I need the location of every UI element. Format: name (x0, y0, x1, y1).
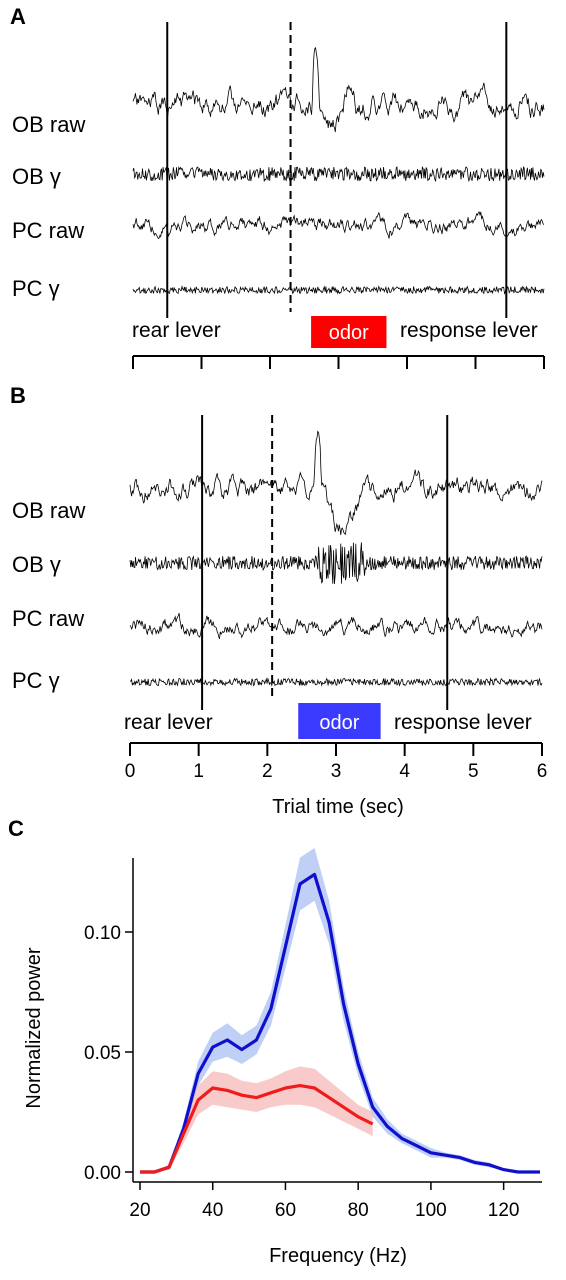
panel-b-odor-bar (298, 703, 381, 739)
panel-a: A OB raw OB γ PC raw PC γ rear lever odo… (10, 4, 545, 369)
panel-b-odor-label: odor (319, 712, 359, 734)
panel-c-x-tick-label: 60 (275, 1200, 296, 1221)
panel-a-ob-raw-label: OB raw (12, 112, 85, 137)
panel-b-pc-raw-label: PC raw (12, 606, 84, 631)
panel-a-odor-bar (311, 316, 387, 348)
panel-b-pc-raw-trace (129, 612, 543, 639)
panel-b-time-tick-label: 6 (537, 761, 548, 782)
panel-a-pc-gamma-label: PC γ (12, 276, 60, 301)
panel-c-x-tick-label: 20 (129, 1200, 150, 1221)
panel-c-x-tick-label: 40 (202, 1200, 223, 1221)
panel-b: B OB raw OB γ PC raw PC γ rear lever odo… (10, 383, 547, 818)
panel-b-rear-lever-label: rear lever (124, 711, 213, 734)
panel-b-time-axis: 0 1 2 3 4 5 6 (125, 742, 548, 782)
panel-a-letter: A (10, 4, 26, 29)
panel-c-y-tick-label: 0.00 (84, 1163, 121, 1184)
panel-a-pc-gamma-trace (132, 285, 545, 295)
panel-b-pc-gamma-trace (129, 677, 543, 687)
panel-b-ob-gamma-label: OB γ (12, 552, 61, 577)
panel-a-response-lever-label: response lever (400, 319, 538, 342)
panel-c-x-tick-label: 80 (348, 1200, 369, 1221)
panel-c-y-axis-title: Normalized power (23, 947, 45, 1109)
panel-b-time-tick-label: 2 (262, 761, 273, 782)
panel-b-time-tick-label: 3 (331, 761, 342, 782)
panel-c-y-tick-label: 0.10 (84, 923, 121, 944)
panel-a-pc-raw-trace (132, 211, 545, 240)
panel-c-series-1-band (140, 1066, 373, 1172)
panel-b-letter: B (10, 383, 26, 408)
panel-c: C 0.00 0.05 0.10 20 40 60 80 100 120 Frequency (… (8, 816, 542, 1267)
panel-b-time-tick-label: 0 (125, 761, 136, 782)
panel-c-x-tick-label: 100 (415, 1200, 447, 1221)
panel-a-ob-gamma-trace (132, 165, 545, 183)
panel-a-odor-label: odor (329, 322, 369, 344)
panel-b-pc-gamma-label: PC γ (12, 668, 60, 693)
panel-c-x-axis-title: Frequency (Hz) (269, 1245, 407, 1267)
panel-c-plot: 0.00 0.05 0.10 20 40 60 80 100 120 (84, 848, 542, 1221)
panel-b-ob-raw-label: OB raw (12, 498, 85, 523)
panel-b-x-axis-title: Trial time (sec) (272, 796, 403, 818)
panel-b-time-tick-label: 4 (399, 761, 410, 782)
panel-a-rear-lever-label: rear lever (132, 319, 221, 342)
panel-c-series-0-band (140, 848, 540, 1172)
panel-b-ob-raw-trace (129, 430, 543, 536)
panel-b-time-tick-label: 1 (193, 761, 204, 782)
panel-c-series-0-line (140, 872, 540, 1174)
panel-a-traces (132, 46, 545, 295)
panel-b-traces (129, 430, 543, 687)
panel-b-time-tick-label: 5 (468, 761, 479, 782)
panel-c-x-tick-label: 120 (488, 1200, 520, 1221)
panel-c-series-1-line (140, 1084, 374, 1174)
panel-a-ob-raw-trace (132, 46, 545, 133)
panel-b-response-lever-label: response lever (394, 711, 532, 734)
panel-a-pc-raw-label: PC raw (12, 218, 84, 243)
panel-a-time-axis (132, 355, 545, 369)
panel-b-ob-gamma-trace (129, 542, 543, 585)
panel-c-y-tick-label: 0.05 (84, 1043, 121, 1064)
panel-c-letter: C (8, 816, 24, 841)
panel-a-ob-gamma-label: OB γ (12, 164, 61, 189)
